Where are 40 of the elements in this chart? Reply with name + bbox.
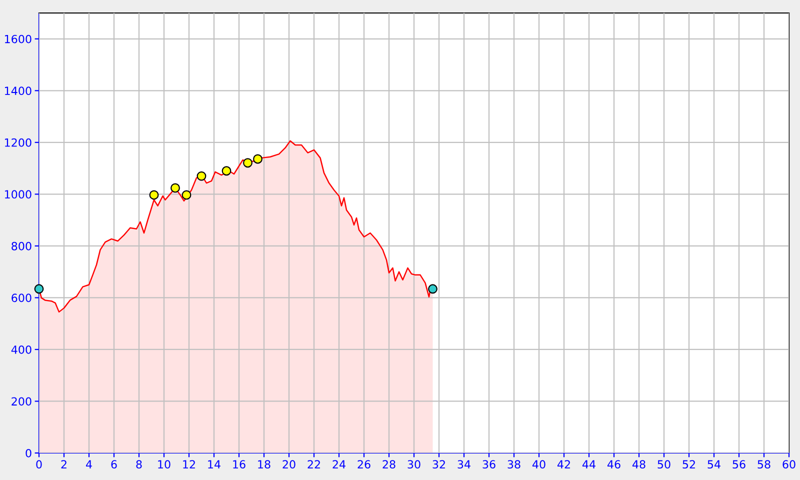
x-tick-label: 42 [557,460,570,468]
y-tick-label: 1400 [5,86,32,96]
x-tick-label: 60 [782,460,796,469]
x-tick-label: 28 [382,460,396,469]
x-tick-label: 2 [61,460,66,468]
x-tick-label: 38 [508,460,520,469]
x-tick-label: 10 [158,460,170,469]
x-tick-label: 8 [136,460,142,469]
x-tick-label: 50 [658,460,670,469]
x-tick-label: 12 [183,460,195,468]
y-tick-label: 1600 [5,34,32,44]
x-tick-label: 56 [732,460,746,469]
y-tick-label: 800 [12,242,32,250]
x-tick-label: 30 [408,460,420,469]
y-tick-label: 200 [12,397,32,406]
y-tick-label: 600 [12,294,32,302]
x-tick-label: 26 [358,460,370,469]
x-tick-label: 18 [258,460,270,469]
x-tick-label: 44 [582,460,596,468]
x-tick-label: 48 [632,460,646,469]
x-tick-label: 24 [332,460,346,468]
y-tick-label: 1200 [5,138,32,147]
y-tick-label: 400 [11,345,32,354]
x-tick-label: 40 [532,460,546,469]
x-tick-label: 6 [111,460,117,469]
x-tick-label: 36 [482,460,496,469]
x-tick-label: 14 [208,460,220,468]
x-tick-label: 54 [708,460,720,469]
x-tick-label: 16 [233,460,246,469]
x-tick-label: 32 [432,460,445,469]
x-tick-label: 46 [607,460,620,469]
x-tick-label: 52 [682,460,695,469]
x-tick-label: 20 [282,460,296,469]
y-tick-label: 0 [26,448,32,458]
x-tick-label: 22 [308,460,320,468]
x-tick-label: 0 [36,460,42,469]
y-tick-label: 1000 [5,190,32,199]
x-tick-label: 34 [458,460,470,469]
x-tick-label: 4 [86,460,92,468]
x-tick-label: 58 [758,460,770,469]
